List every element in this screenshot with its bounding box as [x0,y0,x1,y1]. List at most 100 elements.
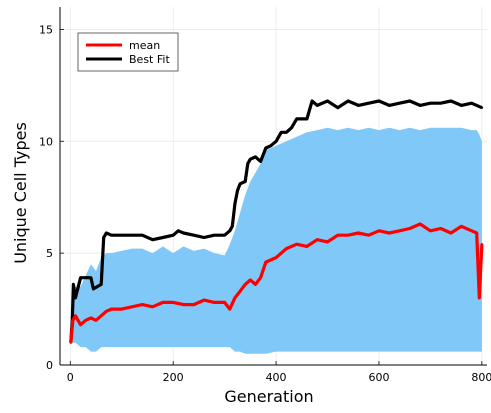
point-best-fit-5 [89,276,93,279]
legend-box [77,32,179,72]
point-mean-35 [336,234,339,237]
point-best-fit-35 [280,131,283,134]
point-mean-32 [305,245,309,248]
y-tick-label-3: 15 [39,23,53,36]
point-best-fit-8 [102,236,105,239]
point-best-fit-29 [249,158,252,161]
point-best-fit-24 [233,202,237,206]
point-best-fit-54 [449,99,453,103]
point-best-fit-33 [269,144,273,147]
point-mean-10 [120,307,123,311]
y-tick-labels: 0 5 10 15 [39,23,53,372]
x-tick-label-1: 200 [163,371,184,384]
ribbon-layer [70,127,482,354]
point-mean-15 [172,301,175,304]
point-best-fit-18 [192,234,195,237]
point-mean-26 [254,283,257,286]
point-mean-11 [130,305,134,308]
point-best-fit-47 [377,99,381,103]
point-mean-27 [259,276,262,279]
y-tick-label-2: 10 [39,135,53,148]
point-best-fit-40 [310,99,314,103]
point-mean-23 [238,290,242,293]
point-best-fit-9 [105,231,108,235]
point-best-fit-13 [151,238,154,241]
point-best-fit-23 [231,225,234,228]
point-mean-19 [213,301,216,304]
series-layer [69,99,484,344]
point-mean-24 [244,283,247,286]
axes [59,7,487,366]
point-best-fit-50 [408,99,411,103]
point-mean-13 [151,305,154,308]
series-line-best-fit [69,99,483,343]
point-mean-31 [295,243,298,246]
x-tick-label-3: 600 [368,371,389,384]
point-best-fit-44 [346,99,350,103]
point-mean-6 [94,319,98,322]
point-best-fit-52 [429,102,432,105]
point-best-fit-28 [246,162,249,165]
point-best-fit-6 [92,287,95,291]
point-best-fit-17 [182,231,185,235]
point-best-fit-10 [110,234,113,237]
point-mean-28 [264,260,267,264]
point-best-fit-39 [305,117,309,121]
point-mean-34 [326,240,329,244]
point-mean-36 [346,234,350,237]
point-mean-1 [71,319,75,322]
point-mean-38 [367,234,370,237]
y-axis-label: Unique Cell Types [11,122,30,264]
point-best-fit-25 [236,189,239,192]
point-mean-16 [182,303,185,306]
point-best-fit-3 [74,296,77,300]
point-mean-41 [398,229,401,232]
point-mean-33 [316,238,319,241]
series-line-mean [69,222,484,343]
point-mean-22 [233,296,237,300]
point-mean-18 [202,298,206,302]
x-tick-label-4: 800 [471,371,491,384]
point-mean-25 [249,278,252,282]
point-best-fit-49 [398,102,401,105]
point-mean-14 [161,301,165,304]
legend-mean-label: mean [129,39,160,52]
point-best-fit-43 [336,106,339,109]
point-mean-29 [274,256,278,259]
point-best-fit-53 [439,102,442,105]
legend: mean Best Fit [77,32,179,72]
point-best-fit-2 [72,283,75,286]
point-mean-51 [480,243,484,246]
point-best-fit-32 [264,146,267,150]
point-best-fit-57 [480,106,484,109]
legend-best-fit-label: Best Fit [129,53,170,66]
point-best-fit-12 [141,234,144,237]
point-mean-0 [69,341,73,344]
point-mean-39 [377,229,381,232]
point-best-fit-27 [244,180,247,183]
x-axis-label: Generation [224,387,313,406]
point-mean-46 [449,231,453,235]
mean-ribbon [70,127,482,354]
point-mean-45 [439,227,442,230]
point-mean-5 [89,316,93,320]
point-mean-4 [84,319,87,322]
point-best-fit-36 [285,131,288,134]
point-best-fit-56 [470,102,473,105]
point-mean-50 [478,296,481,300]
point-mean-37 [357,231,360,235]
point-mean-42 [408,227,411,230]
point-mean-12 [141,303,144,306]
point-best-fit-26 [238,182,242,185]
point-mean-20 [223,301,226,304]
point-mean-2 [74,314,77,317]
point-best-fit-21 [223,234,226,237]
point-mean-48 [470,229,473,232]
point-best-fit-46 [367,102,370,105]
point-mean-44 [429,229,432,232]
x-tick-label-2: 400 [266,371,287,384]
point-best-fit-42 [326,99,329,103]
point-best-fit-51 [418,104,422,107]
